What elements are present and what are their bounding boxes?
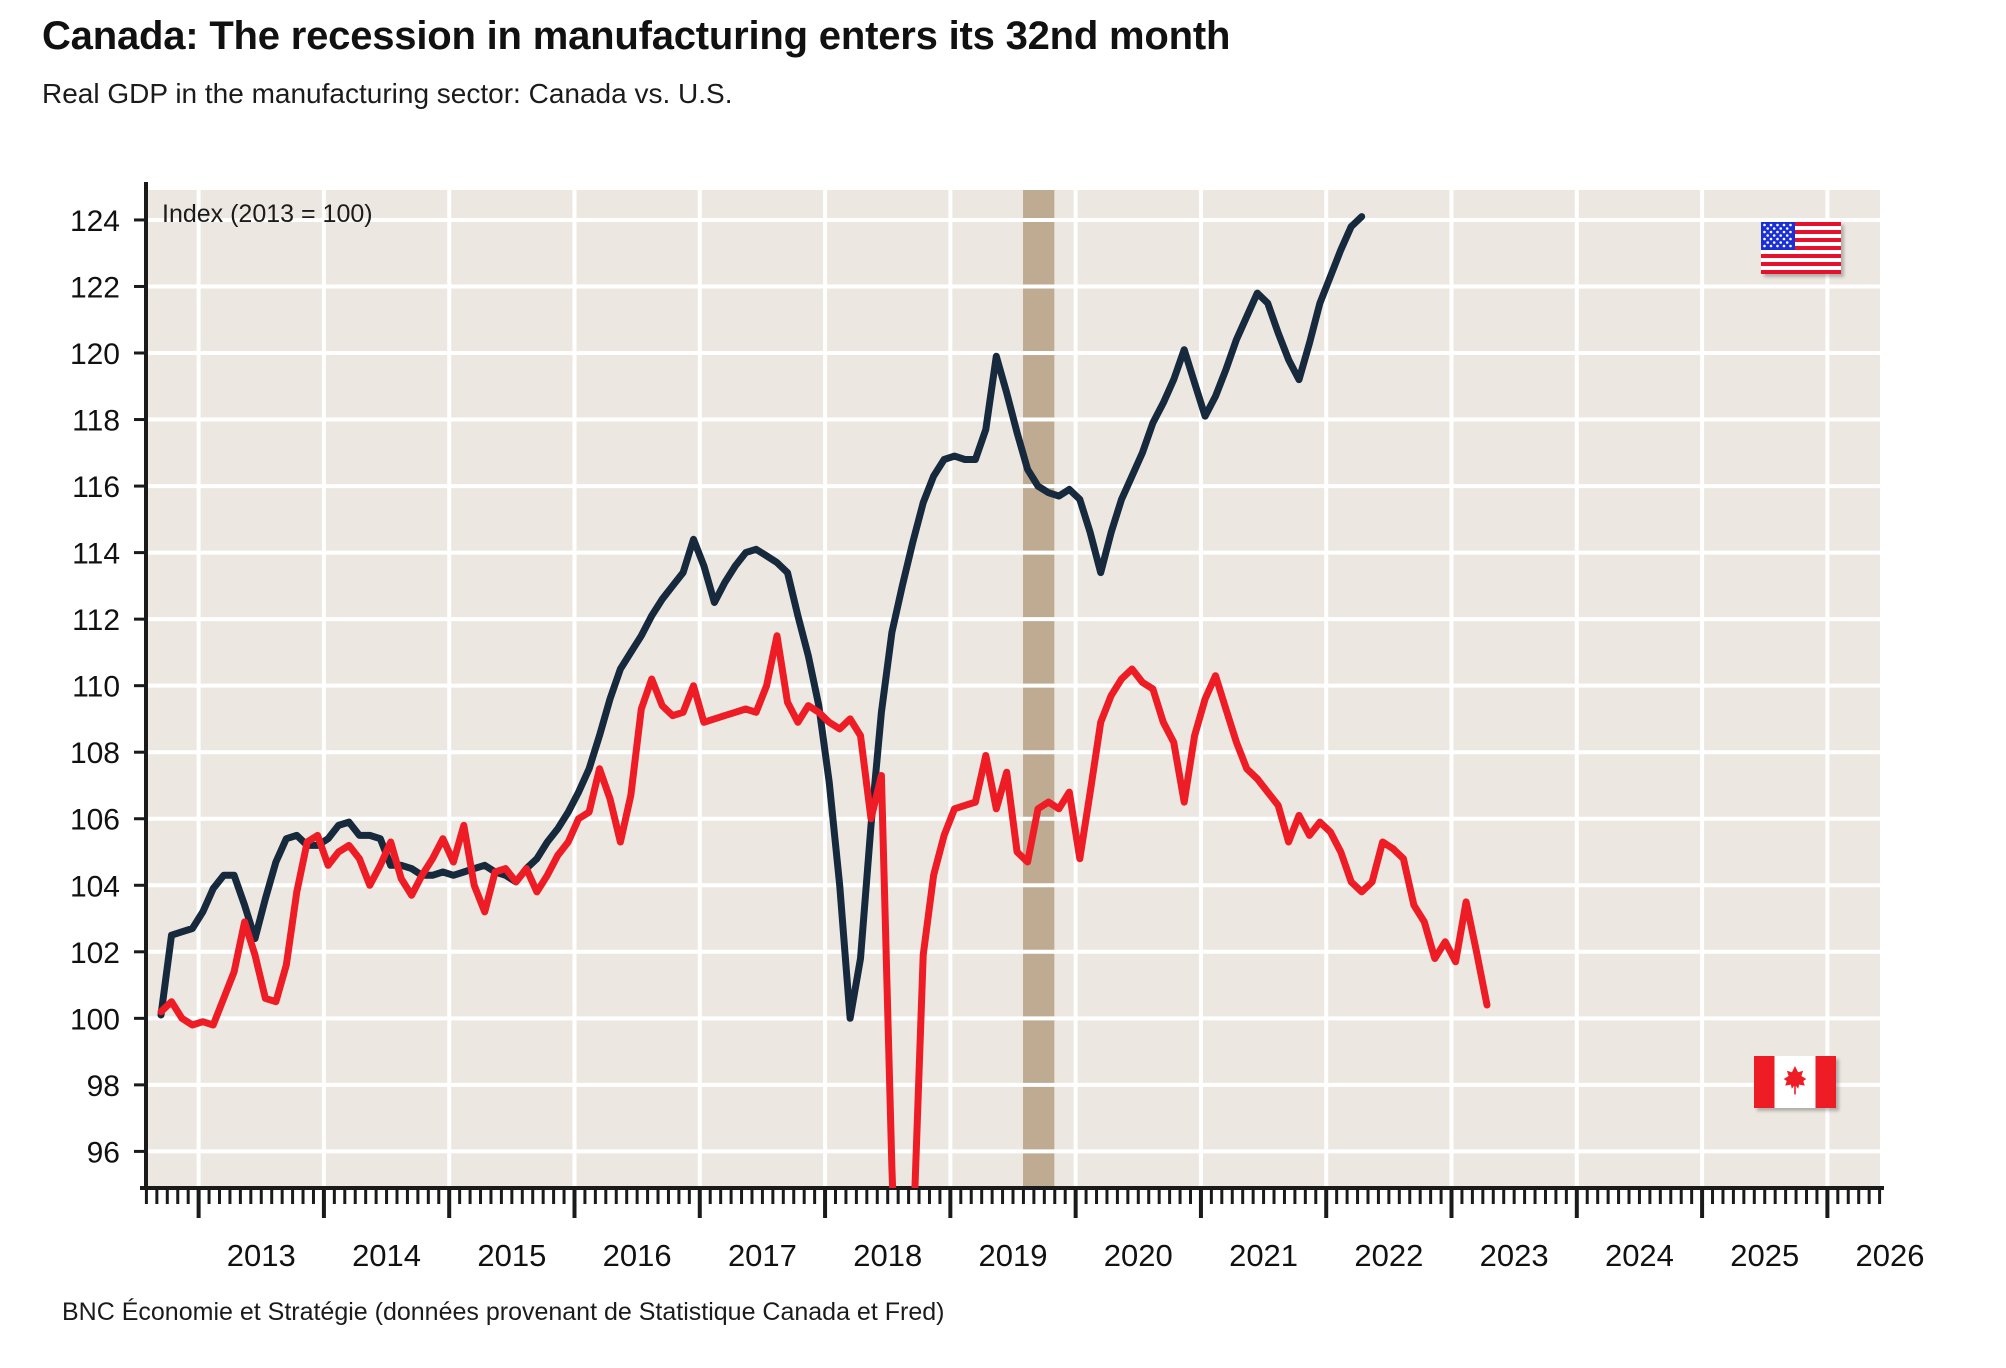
us-flag-icon [1761,222,1841,274]
x-axis-tick-label: 2022 [1354,1238,1423,1273]
y-axis-tick-label: 116 [72,471,120,504]
y-axis-tick-label: 112 [72,604,120,637]
y-axis-tick-label: 114 [72,538,120,571]
united-states-flag [1761,222,1841,274]
y-axis-tick-label: 100 [70,1003,120,1036]
x-axis-tick-label: 2025 [1730,1238,1799,1273]
recession-band [1023,190,1055,1188]
page-title: Canada: The recession in manufacturing e… [42,14,1231,58]
x-axis-tick-label: 2016 [603,1238,672,1273]
x-axis-tick-label: 2014 [352,1238,421,1273]
plot-background [146,190,1880,1188]
index-annotation: Index (2013 = 100) [162,200,373,228]
x-axis-tick-label: 2023 [1480,1238,1549,1273]
x-axis-tick-label: 2020 [1104,1238,1173,1273]
x-axis-tick-label: 2021 [1229,1238,1298,1273]
canada-flag [1754,1056,1836,1108]
series-line-united-states [157,213,1366,1022]
x-axis-tick-label: 2024 [1605,1238,1674,1273]
y-axis-tick-label: 102 [70,937,120,970]
y-axis-tick-label: 120 [70,338,120,371]
y-axis-tick-label: 96 [87,1136,120,1169]
chart-source-note: BNC Économie et Stratégie (données prove… [62,1298,945,1326]
y-axis-tick-label: 122 [70,271,120,304]
x-axis-tick-label: 2026 [1856,1238,1925,1273]
x-axis-tick-label: 2019 [979,1238,1048,1273]
series-line-canada [157,632,1491,1188]
x-axis-tick-label: 2018 [853,1238,922,1273]
canada-flag-icon [1754,1056,1836,1108]
y-axis-tick-label: 110 [72,671,120,704]
series-group [157,213,1491,1188]
page-subtitle: Real GDP in the manufacturing sector: Ca… [42,78,733,109]
x-axis-tick-label: 2017 [728,1238,797,1273]
y-axis-tick-label: 124 [70,205,120,238]
y-axis-tick-label: 108 [70,737,120,770]
y-axis-tick-label: 118 [72,405,120,438]
y-axis-tick-label: 104 [70,870,120,903]
x-axis-tick-label: 2013 [227,1238,296,1273]
y-axis-tick-label: 98 [87,1070,120,1103]
y-axis-tick-label: 106 [70,804,120,837]
x-axis-tick-label: 2015 [477,1238,546,1273]
